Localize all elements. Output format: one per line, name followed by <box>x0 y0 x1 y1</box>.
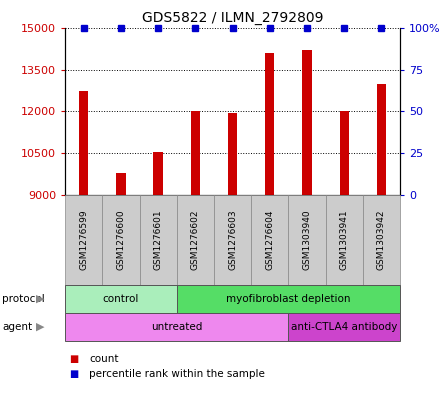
Text: GSM1303941: GSM1303941 <box>340 209 348 270</box>
Bar <box>154 152 163 195</box>
Bar <box>340 111 349 195</box>
Text: anti-CTLA4 antibody: anti-CTLA4 antibody <box>291 322 397 332</box>
Text: percentile rank within the sample: percentile rank within the sample <box>89 369 265 379</box>
Text: control: control <box>103 294 139 304</box>
Bar <box>191 111 200 195</box>
Bar <box>228 113 237 195</box>
Text: ■: ■ <box>70 369 79 379</box>
Text: count: count <box>89 354 119 364</box>
Text: ▶: ▶ <box>36 294 45 304</box>
Text: GSM1276600: GSM1276600 <box>117 209 125 270</box>
Text: myofibroblast depletion: myofibroblast depletion <box>226 294 351 304</box>
Bar <box>377 84 386 195</box>
Bar <box>265 53 275 195</box>
Text: untreated: untreated <box>151 322 202 332</box>
Text: ■: ■ <box>70 354 79 364</box>
Text: GSM1276602: GSM1276602 <box>191 210 200 270</box>
Title: GDS5822 / ILMN_2792809: GDS5822 / ILMN_2792809 <box>142 11 323 26</box>
Text: agent: agent <box>2 322 32 332</box>
Text: GSM1303940: GSM1303940 <box>302 209 312 270</box>
Bar <box>79 90 88 195</box>
Text: GSM1276603: GSM1276603 <box>228 209 237 270</box>
Bar <box>116 173 125 195</box>
Text: ▶: ▶ <box>36 322 45 332</box>
Text: GSM1303942: GSM1303942 <box>377 210 386 270</box>
Text: protocol: protocol <box>2 294 45 304</box>
Bar <box>302 50 312 195</box>
Text: GSM1276604: GSM1276604 <box>265 210 274 270</box>
Text: GSM1276601: GSM1276601 <box>154 209 163 270</box>
Text: GSM1276599: GSM1276599 <box>79 209 88 270</box>
